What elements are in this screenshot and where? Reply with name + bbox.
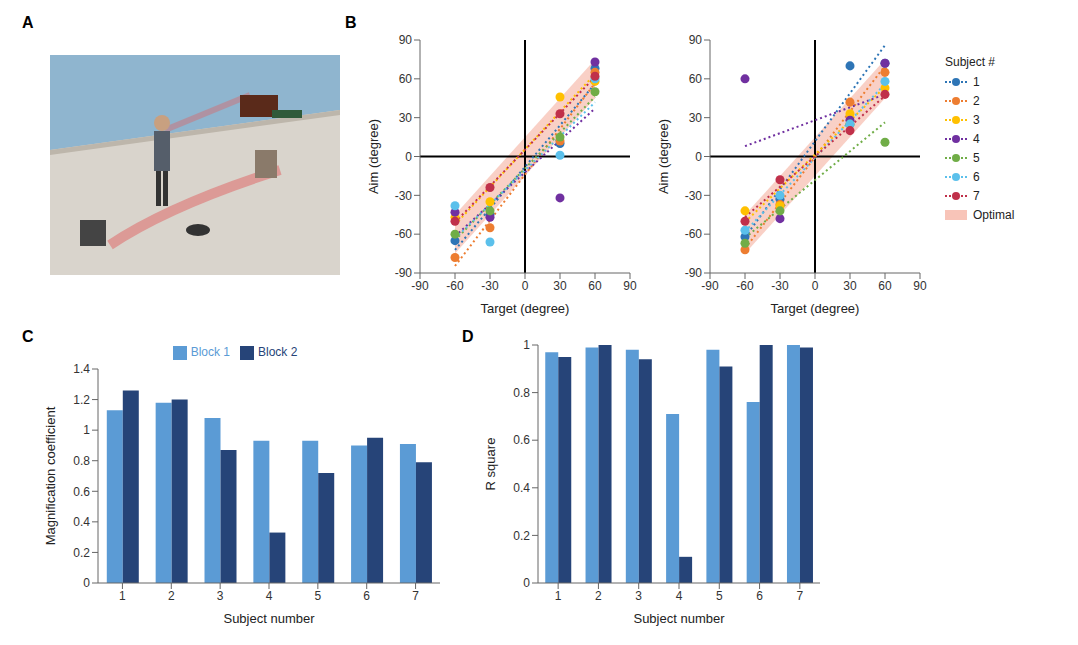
html-text:C: C	[22, 328, 34, 345]
svg-text:-60: -60	[446, 279, 464, 293]
svg-text:Target (degree): Target (degree)	[771, 301, 860, 316]
svg-text:5: 5	[716, 589, 723, 603]
svg-text:0.2: 0.2	[513, 529, 530, 543]
svg-text:-60: -60	[685, 227, 703, 241]
svg-text:-90: -90	[701, 279, 719, 293]
svg-text:0.4: 0.4	[513, 481, 530, 495]
svg-text:90: 90	[399, 33, 413, 47]
svg-text:1: 1	[83, 423, 90, 437]
svg-text:1: 1	[555, 589, 562, 603]
svg-text:30: 30	[399, 111, 413, 125]
svg-text:7: 7	[797, 589, 804, 603]
svg-text:2: 2	[168, 589, 175, 603]
svg-text:1: 1	[523, 338, 530, 352]
svg-text:0: 0	[83, 576, 90, 590]
html-text:Block 2: Block 2	[258, 345, 298, 359]
svg-text:-30: -30	[771, 279, 789, 293]
svg-text:60: 60	[689, 72, 703, 86]
svg-text:4: 4	[266, 589, 273, 603]
html-text:Block 1: Block 1	[190, 345, 230, 359]
svg-text:-90: -90	[411, 279, 429, 293]
svg-text:1.4: 1.4	[73, 362, 90, 376]
svg-text:Subject number: Subject number	[223, 611, 315, 626]
html-text:4: 4	[973, 132, 980, 146]
svg-text:6: 6	[756, 589, 763, 603]
svg-text:60: 60	[588, 279, 602, 293]
svg-text:0.6: 0.6	[73, 485, 90, 499]
html-text:5: 5	[973, 151, 980, 165]
svg-text:Target (degree): Target (degree)	[481, 301, 570, 316]
svg-text:30: 30	[553, 279, 567, 293]
svg-text:-90: -90	[395, 266, 413, 280]
svg-text:60: 60	[399, 72, 413, 86]
svg-text:0.8: 0.8	[73, 454, 90, 468]
svg-text:30: 30	[689, 111, 703, 125]
svg-text:90: 90	[913, 279, 927, 293]
svg-text:0: 0	[695, 150, 702, 164]
svg-text:90: 90	[623, 279, 637, 293]
svg-text:-30: -30	[481, 279, 499, 293]
svg-text:Subject number: Subject number	[633, 611, 725, 626]
svg-text:0.2: 0.2	[73, 546, 90, 560]
html-text:6: 6	[973, 170, 980, 184]
html-text:Subject #: Subject #	[945, 55, 995, 69]
html-text:7: 7	[973, 189, 980, 203]
svg-text:Magnification coefficient: Magnification coefficient	[43, 406, 58, 545]
svg-text:0.4: 0.4	[73, 515, 90, 529]
svg-text:90: 90	[689, 33, 703, 47]
html-text:D: D	[462, 328, 474, 345]
svg-text:30: 30	[843, 279, 857, 293]
svg-text:5: 5	[315, 589, 322, 603]
svg-text:Aim (degree): Aim (degree)	[656, 119, 671, 194]
svg-text:6: 6	[363, 589, 370, 603]
html-text:3: 3	[973, 113, 980, 127]
svg-text:0: 0	[523, 576, 530, 590]
html-text:Optimal: Optimal	[973, 208, 1015, 222]
svg-text:1: 1	[119, 589, 126, 603]
svg-text:-30: -30	[395, 189, 413, 203]
svg-text:R square: R square	[483, 438, 498, 491]
svg-text:-90: -90	[685, 266, 703, 280]
svg-text:7: 7	[412, 589, 419, 603]
svg-text:Aim (degree): Aim (degree)	[366, 119, 381, 194]
svg-text:0: 0	[522, 279, 529, 293]
svg-text:0: 0	[405, 150, 412, 164]
svg-text:0.6: 0.6	[513, 433, 530, 447]
svg-text:-60: -60	[395, 227, 413, 241]
svg-text:2: 2	[595, 589, 602, 603]
svg-text:3: 3	[635, 589, 642, 603]
svg-text:60: 60	[878, 279, 892, 293]
svg-text:1.2: 1.2	[73, 393, 90, 407]
html-text:1: 1	[973, 75, 980, 89]
svg-text:0.8: 0.8	[513, 386, 530, 400]
svg-text:3: 3	[217, 589, 224, 603]
html-text:B: B	[345, 14, 357, 31]
svg-text:0: 0	[812, 279, 819, 293]
svg-text:4: 4	[676, 589, 683, 603]
svg-text:-60: -60	[736, 279, 754, 293]
html-text:A: A	[22, 14, 34, 31]
svg-text:-30: -30	[685, 189, 703, 203]
html-text:2: 2	[973, 94, 980, 108]
